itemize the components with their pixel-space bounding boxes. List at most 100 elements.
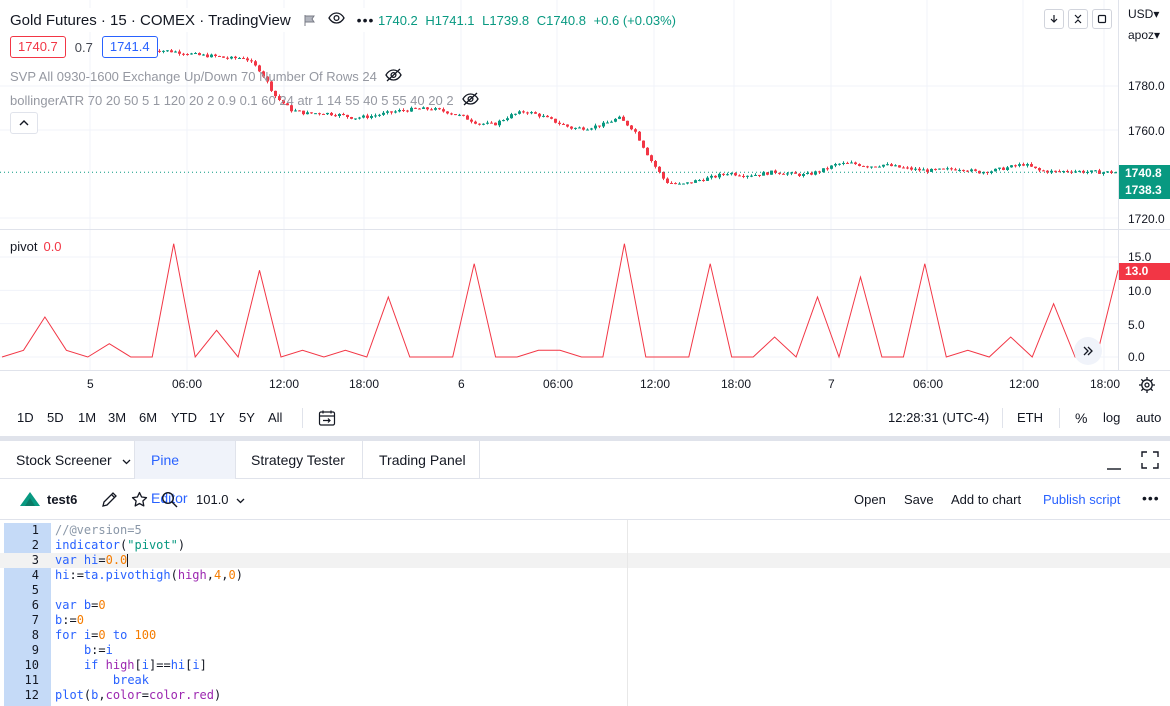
range-5d[interactable]: 5D (47, 410, 64, 425)
candle-body (806, 172, 809, 175)
candle-body (222, 56, 225, 58)
candle-body (482, 123, 485, 125)
eye-hidden-icon[interactable] (461, 92, 479, 109)
script-logo-icon (19, 491, 41, 514)
publish-script-button[interactable]: Publish script (1043, 492, 1121, 507)
range-3m[interactable]: 3M (108, 410, 127, 425)
script-name[interactable]: test6 (47, 492, 78, 507)
tab-stock-screener[interactable]: Stock Screener (0, 441, 147, 479)
line-number: 5 (31, 583, 39, 597)
code-line[interactable]: 9 b:=i (0, 643, 1170, 658)
code-line[interactable]: 2 indicator("pivot") (0, 538, 1170, 553)
open-button[interactable]: Open (854, 492, 886, 507)
candle-body (678, 183, 681, 185)
code-line[interactable]: 5 (0, 583, 1170, 598)
range-6m[interactable]: 6M (139, 410, 158, 425)
candle-body (414, 107, 417, 109)
gear-icon (1139, 377, 1155, 393)
candle-body (1106, 171, 1109, 173)
sell-button[interactable]: 1740.7 (10, 36, 66, 58)
save-button[interactable]: Save (904, 492, 934, 507)
pivot-legend[interactable]: pivot 0.0 (10, 239, 62, 254)
code-line[interactable]: 11 break (0, 673, 1170, 688)
currency-selector[interactable]: USD▾ (1128, 7, 1159, 21)
panel-resize-handle[interactable] (0, 436, 1170, 441)
log-scale-toggle[interactable]: log (1103, 410, 1121, 425)
rename-button[interactable] (101, 491, 118, 513)
code-line[interactable]: 6 var b=0 (0, 598, 1170, 613)
code-editor[interactable]: 1 //@version=5 2 indicator("pivot") 3 var hi=… (0, 520, 1170, 706)
candle-body (438, 108, 441, 110)
candle-body (590, 128, 593, 130)
percent-scale-toggle[interactable]: % (1075, 410, 1088, 426)
candle-body (630, 125, 633, 130)
session-toggle[interactable]: ETH (1017, 410, 1043, 425)
collapse-button[interactable] (1068, 9, 1088, 29)
search-button[interactable] (161, 491, 178, 513)
candle-body (598, 125, 601, 127)
more-options-icon[interactable]: ••• (356, 12, 375, 28)
chart-top-controls (1044, 9, 1112, 29)
candle-body (666, 178, 669, 183)
eye-icon[interactable] (327, 11, 345, 29)
range-1m[interactable]: 1M (78, 410, 97, 425)
add-to-chart-button[interactable]: Add to chart (951, 492, 1022, 507)
symbol-title[interactable]: Gold Futures · 15 · COMEX · TradingView (10, 11, 291, 29)
candle-body (358, 117, 361, 119)
collapse-legend-button[interactable] (10, 112, 38, 134)
indicator-bollinger[interactable]: bollingerATR 70 20 50 5 1 120 20 2 0.9 0… (10, 92, 479, 109)
range-1d[interactable]: 1D (17, 410, 34, 425)
candle-body (814, 171, 817, 175)
favorite-button[interactable] (131, 491, 148, 513)
code-line[interactable]: 3 var hi=0.0 (0, 553, 1170, 568)
maximize-button[interactable] (1092, 9, 1112, 29)
version-selector[interactable]: 101.0 (196, 492, 245, 507)
code-line[interactable]: 1 //@version=5 (0, 523, 1170, 538)
buy-button[interactable]: 1741.4 (101, 36, 158, 58)
candle-body (990, 171, 993, 173)
candle-body (702, 180, 705, 182)
tab-trading-panel[interactable]: Trading Panel (379, 452, 466, 468)
range-1y[interactable]: 1Y (209, 410, 225, 425)
candle-body (714, 175, 717, 178)
time-axis-label: 12:00 (1009, 377, 1040, 391)
range-5y[interactable]: 5Y (239, 410, 255, 425)
candle-body (982, 171, 985, 174)
candle-body (834, 164, 837, 166)
flag-icon[interactable] (303, 14, 316, 27)
minimize-panel-button[interactable] (1106, 457, 1122, 475)
chart-area[interactable]: Gold Futures · 15 · COMEX · TradingView … (0, 0, 1170, 400)
range-all[interactable]: All (268, 410, 283, 425)
candle-body (334, 115, 337, 117)
chart-settings-button[interactable] (1138, 376, 1156, 399)
currency-label: USD (1128, 7, 1154, 21)
eye-hidden-icon[interactable] (385, 68, 402, 85)
candle-body (730, 173, 733, 175)
candle-body (282, 99, 285, 104)
tab-pine-editor[interactable]: Pine Editor (135, 441, 235, 506)
account-selector[interactable]: apoz▾ (1128, 28, 1160, 42)
indicator-svp[interactable]: SVP All 0930-1600 Exchange Up/Down 70 Nu… (10, 68, 402, 85)
goto-date-button[interactable] (318, 409, 336, 430)
code-line[interactable]: 10 if high[i]==hi[i] (0, 658, 1170, 673)
candle-body (874, 166, 877, 168)
candle-body (1066, 170, 1069, 172)
clock-display[interactable]: 12:28:31 (UTC-4) (888, 410, 990, 425)
code-line[interactable]: 12 plot(b,color=color.red) (0, 688, 1170, 703)
candle-body (1006, 167, 1009, 170)
tab-strategy-tester[interactable]: Strategy Tester (251, 452, 345, 468)
scroll-to-realtime-button[interactable] (1074, 337, 1102, 365)
line-number: 9 (31, 643, 39, 657)
code-line[interactable]: 7 b:=0 (0, 613, 1170, 628)
code-line[interactable]: 4 hi:=ta.pivothigh(high,4,0) (0, 568, 1170, 583)
code-line[interactable]: 8 for i=0 to 100 (0, 628, 1170, 643)
range-ytd[interactable]: YTD (171, 410, 197, 425)
scroll-down-button[interactable] (1044, 9, 1064, 29)
auto-scale-toggle[interactable]: auto (1136, 410, 1162, 425)
candle-body (302, 110, 305, 115)
maximize-panel-button[interactable] (1141, 451, 1159, 474)
candle-body (934, 168, 937, 170)
more-options-icon[interactable]: ••• (1142, 490, 1160, 506)
chart-canvas[interactable] (0, 0, 1170, 400)
candle-body (306, 112, 309, 115)
